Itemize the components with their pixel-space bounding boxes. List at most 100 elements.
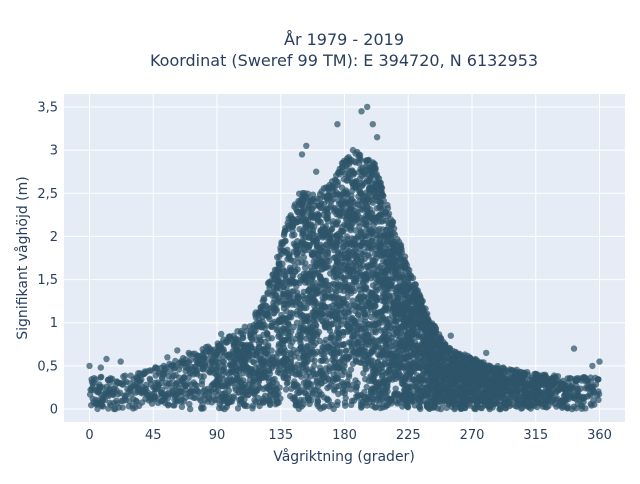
data-point: [402, 281, 408, 287]
data-point: [176, 375, 182, 381]
data-point: [103, 390, 109, 396]
data-point: [414, 331, 420, 337]
data-point: [362, 353, 368, 359]
data-point: [96, 388, 102, 394]
data-point: [314, 287, 320, 293]
data-point: [345, 196, 351, 202]
data-point: [269, 320, 275, 326]
data-point: [323, 241, 329, 247]
data-point: [405, 295, 411, 301]
data-point: [257, 337, 263, 343]
data-point: [89, 387, 95, 393]
data-point: [267, 402, 273, 408]
data-point: [264, 331, 270, 337]
data-point: [221, 359, 227, 365]
data-point: [360, 399, 366, 405]
data-point: [139, 390, 145, 396]
data-point: [446, 398, 452, 404]
data-point: [295, 383, 301, 389]
data-point: [374, 232, 380, 238]
data-point: [485, 363, 491, 369]
data-point: [265, 342, 271, 348]
data-point: [330, 221, 336, 227]
data-point: [341, 299, 347, 305]
data-point: [351, 158, 357, 164]
data-point: [430, 365, 436, 371]
data-point: [240, 331, 246, 337]
data-point: [341, 189, 347, 195]
data-point: [247, 377, 253, 383]
data-point: [275, 296, 281, 302]
data-point: [365, 172, 371, 178]
data-point: [186, 389, 192, 395]
data-point: [383, 294, 389, 300]
data-point: [423, 345, 429, 351]
data-point: [416, 365, 422, 371]
data-point: [291, 324, 297, 330]
data-point: [388, 293, 394, 299]
data-point: [404, 401, 410, 407]
data-point: [466, 376, 472, 382]
data-point: [187, 406, 193, 412]
data-point: [338, 342, 344, 348]
data-point: [178, 388, 184, 394]
data-point: [535, 381, 541, 387]
data-point: [105, 405, 111, 411]
data-point: [373, 181, 379, 187]
data-point: [132, 383, 138, 389]
data-point: [373, 329, 379, 335]
data-point: [253, 399, 259, 405]
data-point: [98, 374, 104, 380]
data-point: [112, 382, 118, 388]
data-point: [358, 206, 364, 212]
data-point: [359, 173, 365, 179]
data-point: [299, 230, 305, 236]
data-point: [315, 383, 321, 389]
data-point: [354, 330, 360, 336]
data-point: [329, 312, 335, 318]
data-point: [389, 351, 395, 357]
data-point: [281, 305, 287, 311]
data-point: [360, 164, 366, 170]
data-point: [313, 240, 319, 246]
data-point: [386, 211, 392, 217]
data-point: [385, 283, 391, 289]
data-point: [364, 384, 370, 390]
data-point: [418, 394, 424, 400]
data-point: [535, 372, 541, 378]
data-point: [453, 349, 459, 355]
data-point: [336, 336, 342, 342]
data-point: [380, 217, 386, 223]
data-point: [312, 300, 318, 306]
data-point: [252, 327, 258, 333]
data-point: [338, 306, 344, 312]
data-point: [318, 205, 324, 211]
data-point: [107, 400, 113, 406]
data-point: [518, 405, 524, 411]
data-point: [319, 318, 325, 324]
data-point: [443, 405, 449, 411]
data-point: [397, 344, 403, 350]
data-point: [339, 160, 345, 166]
data-point: [334, 349, 340, 355]
data-point: [311, 279, 317, 285]
data-point: [384, 382, 390, 388]
data-point: [437, 335, 443, 341]
data-point: [394, 353, 400, 359]
data-point: [334, 258, 340, 264]
data-point: [286, 251, 292, 257]
data-point: [256, 363, 262, 369]
data-point: [501, 366, 507, 372]
data-point: [526, 390, 532, 396]
data-point: [344, 381, 350, 387]
data-point: [324, 206, 330, 212]
data-point: [300, 193, 306, 199]
data-point: [322, 278, 328, 284]
data-point: [568, 375, 574, 381]
data-point: [344, 329, 350, 335]
data-point: [291, 218, 297, 224]
data-point: [416, 404, 422, 410]
data-point: [509, 401, 515, 407]
data-point: [376, 175, 382, 181]
